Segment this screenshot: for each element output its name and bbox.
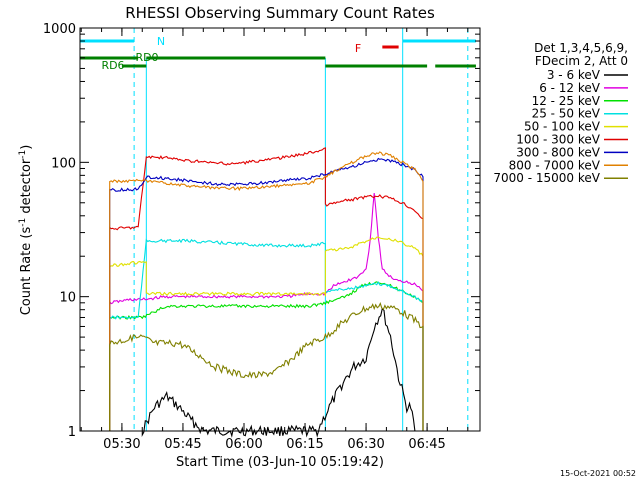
series-line-8 <box>109 302 424 431</box>
rd0-label: RD0 <box>135 51 158 64</box>
legend-label-2: 12 - 25 keV <box>532 94 601 108</box>
series-line-0 <box>141 307 416 438</box>
saa-label: N <box>157 35 165 48</box>
legend-label-4: 50 - 100 keV <box>524 120 601 134</box>
series-line-3 <box>109 238 424 431</box>
y-axis-label-part-4: -1 <box>18 150 28 159</box>
series-line-1 <box>109 192 424 431</box>
x-tick-label-0630: 06:30 <box>347 437 384 452</box>
y-axis-label-part-1: Count Rate (s <box>19 227 34 316</box>
legend-label-7: 800 - 7000 keV <box>509 158 601 172</box>
x-tick-label-0645: 06:45 <box>408 437 445 452</box>
y-tick-label-1: 1 <box>68 425 76 440</box>
timestamp: 15-Oct-2021 00:52 <box>560 469 636 478</box>
y-axis-label-part-5: ) <box>19 145 34 150</box>
flare-label: F <box>355 42 361 55</box>
y-axis-label-part-2: -1 <box>18 218 28 227</box>
y-tick-label-100: 100 <box>51 156 76 171</box>
series-line-7 <box>109 151 424 431</box>
series-line-4 <box>109 236 424 431</box>
legend-label-8: 7000 - 15000 keV <box>493 171 600 185</box>
series-line-5 <box>109 147 424 431</box>
legend-title-line-2: FDecim 2, Att 0 <box>535 54 628 68</box>
legend-title-line-1: Det 1,3,4,5,6,9, <box>534 41 628 55</box>
legend-label-5: 100 - 300 keV <box>516 133 600 147</box>
legend-label-3: 25 - 50 keV <box>532 107 601 121</box>
legend-label-1: 6 - 12 keV <box>539 81 601 95</box>
chart-title: RHESSI Observing Summary Count Rates <box>125 4 435 22</box>
y-axis-label: Count Rate (s-1 detector-1) <box>18 145 34 316</box>
y-axis: 1 10 100 1000 <box>43 22 480 440</box>
y-axis-label-part-3: detector <box>19 158 34 218</box>
x-tick-label-0615: 06:15 <box>286 437 323 452</box>
y-tick-label-1000: 1000 <box>43 22 76 37</box>
state-bars: N RD0 RD6 F <box>80 35 476 72</box>
x-tick-label-0545: 05:45 <box>164 437 201 452</box>
series-group <box>109 147 424 438</box>
x-tick-label-0530: 05:30 <box>103 437 140 452</box>
plot-frame <box>79 27 481 432</box>
x-axis-label: Start Time (03-Jun-10 05:19:42) <box>176 455 384 470</box>
x-tick-label-0600: 06:00 <box>225 437 262 452</box>
legend-label-6: 300 - 800 keV <box>516 145 600 159</box>
rd6-label: RD6 <box>101 59 124 72</box>
x-axis: 05:30 05:45 06:00 06:15 06:30 06:45 <box>80 28 469 452</box>
legend-label-0: 3 - 6 keV <box>547 68 601 82</box>
legend: Det 1,3,4,5,6,9, FDecim 2, Att 0 3 - 6 k… <box>493 41 628 185</box>
y-tick-label-10: 10 <box>59 291 76 306</box>
series-line-6 <box>109 157 424 431</box>
